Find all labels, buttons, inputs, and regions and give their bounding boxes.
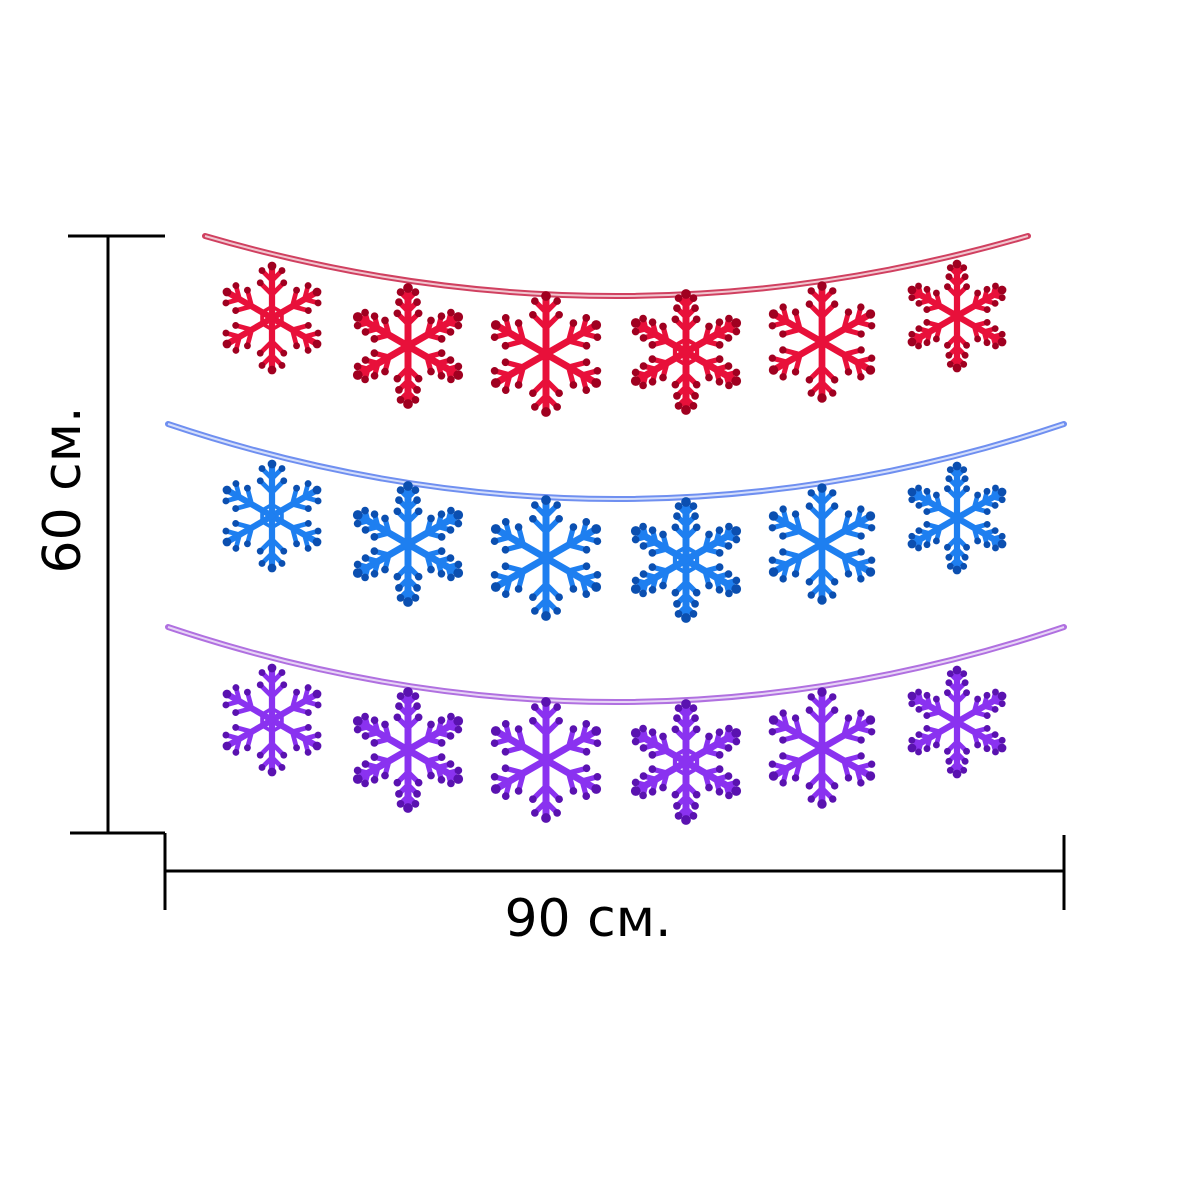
snowflake	[768, 687, 876, 809]
snowflake	[630, 289, 742, 415]
snowflake	[222, 663, 322, 777]
garland-row	[165, 421, 1067, 623]
snowflake	[907, 259, 1007, 373]
snowflake	[490, 697, 602, 823]
garlands	[165, 233, 1067, 825]
snowflake	[907, 665, 1007, 779]
snowflake	[352, 687, 464, 813]
snowflake	[768, 483, 876, 605]
dimension-lines	[68, 234, 1066, 910]
snowflake	[630, 497, 742, 623]
snowflake	[352, 283, 464, 409]
snowflake	[907, 461, 1007, 575]
width-label: 90 см.	[504, 889, 671, 949]
snowflake	[490, 495, 602, 621]
snowflake	[768, 281, 876, 403]
snowflake	[222, 261, 322, 375]
garland-row	[165, 624, 1067, 825]
snowflake	[352, 481, 464, 607]
height-label: 60 см.	[33, 406, 93, 573]
snowflake	[222, 459, 322, 573]
garland-row	[202, 233, 1031, 417]
snowflake	[630, 699, 742, 825]
snowflake	[490, 291, 602, 417]
